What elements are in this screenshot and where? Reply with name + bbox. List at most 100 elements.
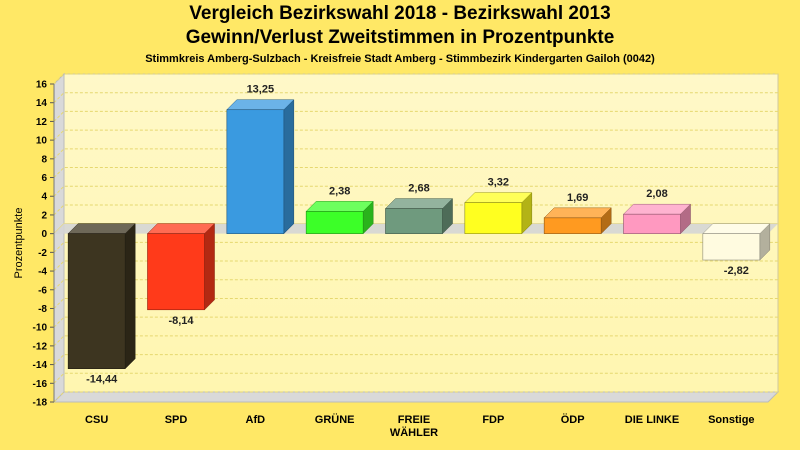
x-tick-label-line: WÄHLER: [390, 426, 438, 439]
bar-front: [226, 109, 285, 234]
plot-left-wall: [53, 72, 65, 404]
bar: [543, 207, 612, 235]
y-tick-label: 10: [36, 136, 48, 147]
x-tick-label: AfD: [246, 414, 266, 426]
data-label: 2,08: [646, 188, 667, 200]
x-tick-label-line: AfD: [246, 414, 266, 426]
x-tick-label: ÖDP: [561, 413, 585, 426]
data-label: 2,38: [329, 185, 350, 197]
data-label: 3,32: [488, 177, 509, 189]
bar-top: [67, 223, 136, 234]
bar-top: [464, 192, 533, 203]
y-tick-label: -6: [38, 285, 47, 296]
y-axis-label: Prozentpunkte: [13, 208, 25, 279]
bar-top: [543, 207, 612, 219]
bar-top: [305, 201, 374, 212]
x-tick-label-line: DIE LINKE: [625, 414, 679, 426]
plot-floor: [52, 391, 780, 403]
bar-front: [305, 211, 364, 234]
y-tick-label: -16: [33, 379, 48, 390]
gridline: [53, 185, 778, 197]
y-tick-label: 4: [41, 192, 47, 203]
y-tick-label: 14: [36, 98, 48, 109]
gridline: [53, 316, 778, 328]
x-tick-label: GRÜNE: [315, 413, 355, 426]
x-tick-label: FDP: [482, 414, 504, 426]
data-label: 13,25: [247, 84, 275, 96]
x-tick-label: Sonstige: [708, 414, 754, 426]
bar: [622, 203, 692, 235]
bar-front: [464, 202, 523, 234]
gridline: [53, 129, 778, 141]
x-tick-label: DIE LINKE: [625, 414, 679, 426]
x-tick-label-line: ÖDP: [561, 413, 585, 426]
bar: [67, 223, 136, 370]
bar-front: [702, 233, 761, 261]
gridline: [53, 354, 778, 365]
y-tick-label: 0: [41, 229, 47, 240]
y-tick-label: -2: [38, 248, 47, 259]
gridline: [53, 241, 778, 253]
y-tick-label: -8: [38, 304, 47, 315]
y-tick-label: -14: [33, 360, 48, 371]
x-tick-label-line: CSU: [85, 414, 108, 426]
y-tick-label: 2: [41, 210, 47, 221]
bar: [305, 200, 374, 235]
gridline: [53, 92, 778, 104]
bar-front: [385, 208, 443, 234]
gridline: [53, 73, 778, 85]
y-tick-label: 16: [36, 80, 48, 91]
gridline: [53, 335, 778, 347]
chart-title: Vergleich Bezirkswahl 2018 - Bezirkswahl…: [189, 3, 611, 24]
bar: [702, 223, 771, 261]
x-tick-label-line: GRÜNE: [315, 413, 355, 426]
bar: [146, 223, 216, 311]
x-tick-label-line: FDP: [482, 414, 504, 426]
bar-top: [622, 203, 692, 215]
y-tick-label: -10: [33, 323, 48, 334]
bar: [384, 197, 454, 235]
x-tick-label-line: SPD: [165, 414, 188, 426]
bar-front: [67, 233, 126, 370]
data-label: 1,69: [567, 192, 588, 204]
bar-top: [226, 99, 295, 110]
bar-front: [147, 233, 205, 311]
y-tick-label: -4: [38, 267, 47, 278]
bar: [226, 99, 295, 235]
data-label: -8,14: [168, 315, 194, 327]
x-tick-label-line: FREIE: [398, 414, 430, 426]
data-label: -14,44: [86, 374, 118, 386]
bar-side: [124, 223, 136, 370]
gridline: [53, 260, 778, 272]
bar-front: [623, 213, 681, 234]
x-tick-label: FREIE WÄHLER: [390, 414, 438, 439]
gridline: [53, 167, 778, 178]
bar-top: [702, 223, 771, 234]
y-tick-label: -18: [33, 398, 48, 409]
bar-side: [204, 223, 215, 311]
bar-side: [283, 99, 295, 235]
gridline: [53, 391, 778, 403]
x-tick-label-line: Sonstige: [708, 414, 754, 426]
y-tick-label: 12: [36, 117, 48, 128]
data-label: 2,68: [408, 183, 429, 195]
gridline: [53, 279, 778, 291]
x-tick-label: CSU: [85, 414, 108, 426]
gridline: [53, 297, 778, 309]
bar: [464, 191, 533, 235]
gridline: [53, 372, 778, 384]
y-tick-label: 6: [41, 173, 47, 184]
data-label: -2,82: [724, 265, 749, 277]
bar-top: [146, 223, 216, 234]
gridline: [53, 204, 778, 216]
x-tick-label: SPD: [165, 414, 188, 426]
bar-front: [543, 217, 602, 234]
y-tick-label: -12: [33, 341, 48, 352]
gridline: [53, 110, 778, 122]
chart-subtitle: Gewinn/Verlust Zweitstimmen in Prozentpu…: [185, 27, 615, 48]
bar-top: [384, 198, 454, 209]
chart-caption: Stimmkreis Amberg-Sulzbach - Kreisfreie …: [145, 53, 655, 65]
gridline: [53, 148, 778, 160]
y-tick-label: 8: [41, 154, 47, 165]
